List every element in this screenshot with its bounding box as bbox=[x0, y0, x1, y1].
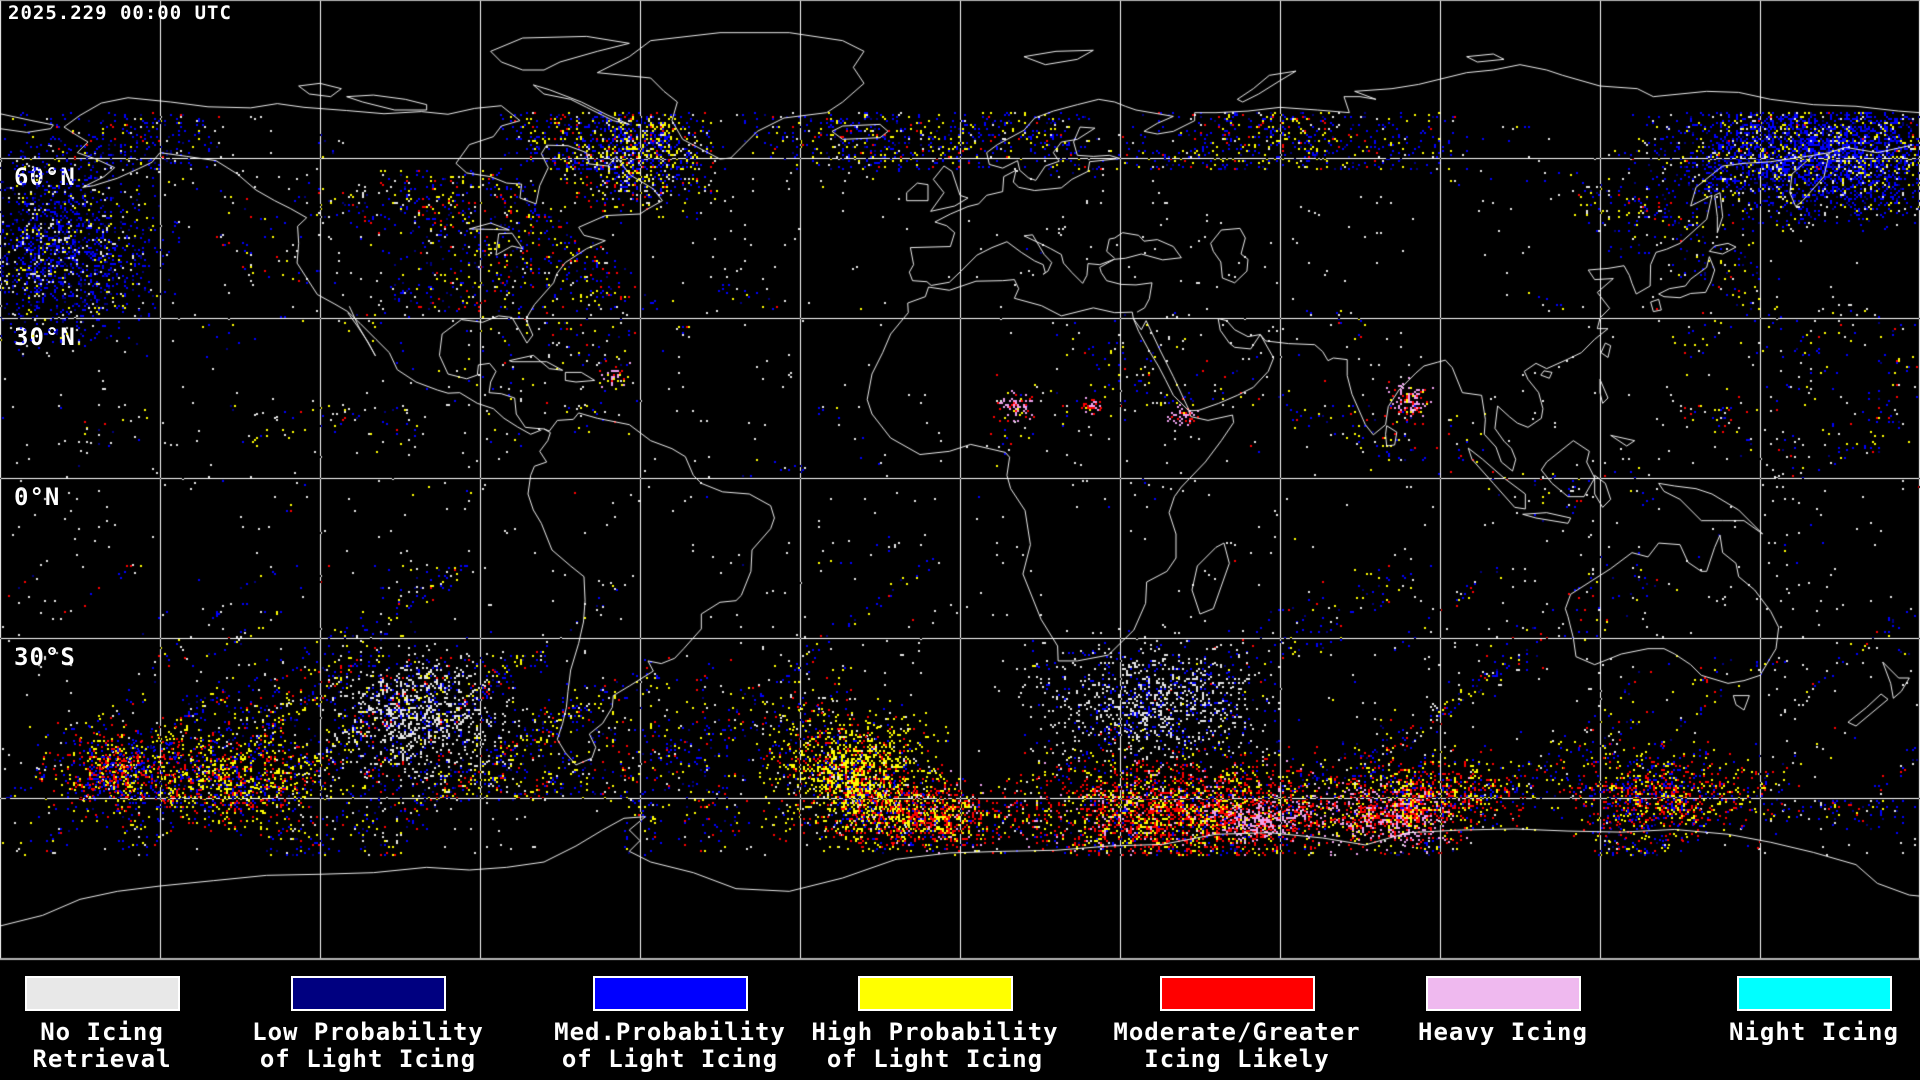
legend-item-night-icing: Night Icing bbox=[1677, 960, 1920, 1046]
legend-item-med-probability: Med.Probability of Light Icing bbox=[533, 960, 807, 1073]
legend-swatch-moderate-greater bbox=[1159, 976, 1315, 1011]
legend-item-moderate-greater: Moderate/Greater Icing Likely bbox=[1100, 960, 1374, 1073]
legend-item-no-icing: No Icing Retrieval bbox=[0, 960, 239, 1073]
legend-label: Heavy Icing bbox=[1418, 1018, 1588, 1046]
legend-item-high-probability: High Probability of Light Icing bbox=[798, 960, 1072, 1073]
timestamp-label: 2025.229 00:00 UTC bbox=[8, 2, 232, 24]
legend-swatch-med-probability bbox=[592, 976, 748, 1011]
legend-swatch-no-icing bbox=[24, 976, 180, 1011]
legend-label: Night Icing bbox=[1729, 1018, 1899, 1046]
legend-label: Med.Probability of Light Icing bbox=[554, 1018, 786, 1073]
legend-swatch-high-probability bbox=[857, 976, 1013, 1011]
legend-item-low-probability: Low Probability of Light Icing bbox=[231, 960, 505, 1073]
legend-item-heavy-icing: Heavy Icing bbox=[1366, 960, 1640, 1046]
legend-label: No Icing Retrieval bbox=[32, 1018, 172, 1073]
legend-label: High Probability of Light Icing bbox=[811, 1018, 1059, 1073]
legend-swatch-heavy-icing bbox=[1425, 976, 1581, 1011]
legend-label: Moderate/Greater Icing Likely bbox=[1113, 1018, 1361, 1073]
legend-label: Low Probability of Light Icing bbox=[252, 1018, 484, 1073]
legend-swatch-night-icing bbox=[1736, 976, 1892, 1011]
legend: No Icing Retrieval Low Probability of Ligh… bbox=[0, 960, 1920, 1080]
legend-swatch-low-probability bbox=[290, 976, 446, 1011]
